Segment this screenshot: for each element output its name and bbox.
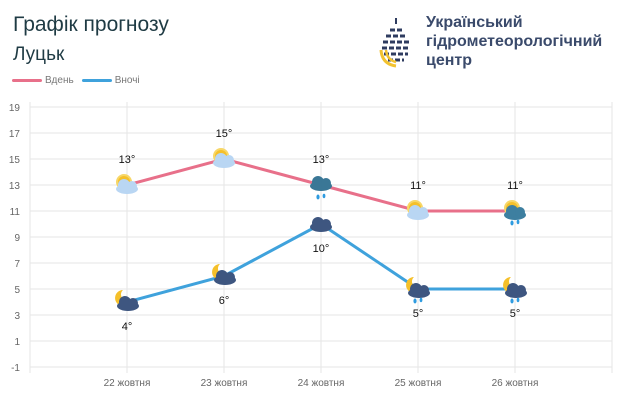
data-label: 15° (216, 128, 233, 140)
data-label: 11° (507, 180, 523, 192)
moon-cloud-icon (212, 264, 236, 285)
y-tick-label: 15 (9, 155, 21, 166)
x-tick-label: 24 жовтня (298, 378, 345, 389)
legend-label-night[interactable]: Вночі (114, 75, 140, 86)
data-label: 4° (122, 321, 133, 333)
x-tick-label: 26 жовтня (492, 378, 539, 389)
org-line: центр (426, 52, 473, 69)
legend: Вдень Вночі (12, 75, 148, 86)
cloud-icon (310, 217, 332, 232)
data-label: 5° (510, 308, 521, 320)
sun-cloud-icon (407, 200, 429, 220)
y-tick-label: -1 (11, 363, 20, 374)
y-tick-label: 7 (14, 259, 20, 270)
sun-cloud-icon (116, 174, 138, 194)
moon-cloud-rain-icon (503, 277, 527, 304)
x-tick-label: 23 жовтня (201, 378, 248, 389)
sun-cloud-icon (213, 148, 235, 168)
data-label: 13° (313, 154, 330, 166)
data-label: 11° (410, 180, 426, 192)
data-label: 6° (219, 295, 230, 307)
y-tick-label: 5 (14, 285, 20, 296)
moon-cloud-rain-icon (406, 277, 430, 304)
data-label: 13° (119, 154, 136, 166)
y-tick-label: 9 (14, 233, 20, 244)
legend-label-day[interactable]: Вдень (45, 75, 74, 86)
y-tick-label: 1 (14, 337, 20, 348)
rain-cloud-icon (310, 176, 332, 200)
org-line: Український (426, 14, 523, 31)
data-label: 10° (313, 243, 330, 255)
legend-swatch-day (12, 79, 42, 82)
legend-swatch-night (81, 79, 112, 82)
y-tick-label: 13 (9, 181, 21, 192)
org-line: гідрометеорологічний (426, 33, 603, 50)
x-tick-label: 25 жовтня (395, 378, 442, 389)
x-tick-label: 22 жовтня (104, 378, 151, 389)
org-name: Український гідрометеорологічний центр (426, 13, 602, 70)
logo-drop-icon (379, 18, 410, 68)
y-tick-label: 19 (9, 103, 21, 114)
y-tick-label: 17 (9, 129, 21, 140)
data-label: 5° (413, 308, 424, 320)
moon-cloud-icon (115, 290, 139, 311)
sun-cloud-rain-icon (504, 200, 526, 226)
y-tick-label: 3 (14, 311, 20, 322)
city-name: Луцьк (13, 44, 65, 65)
y-tick-label: 11 (10, 207, 21, 218)
page-title: Графік прогнозу (13, 13, 169, 36)
